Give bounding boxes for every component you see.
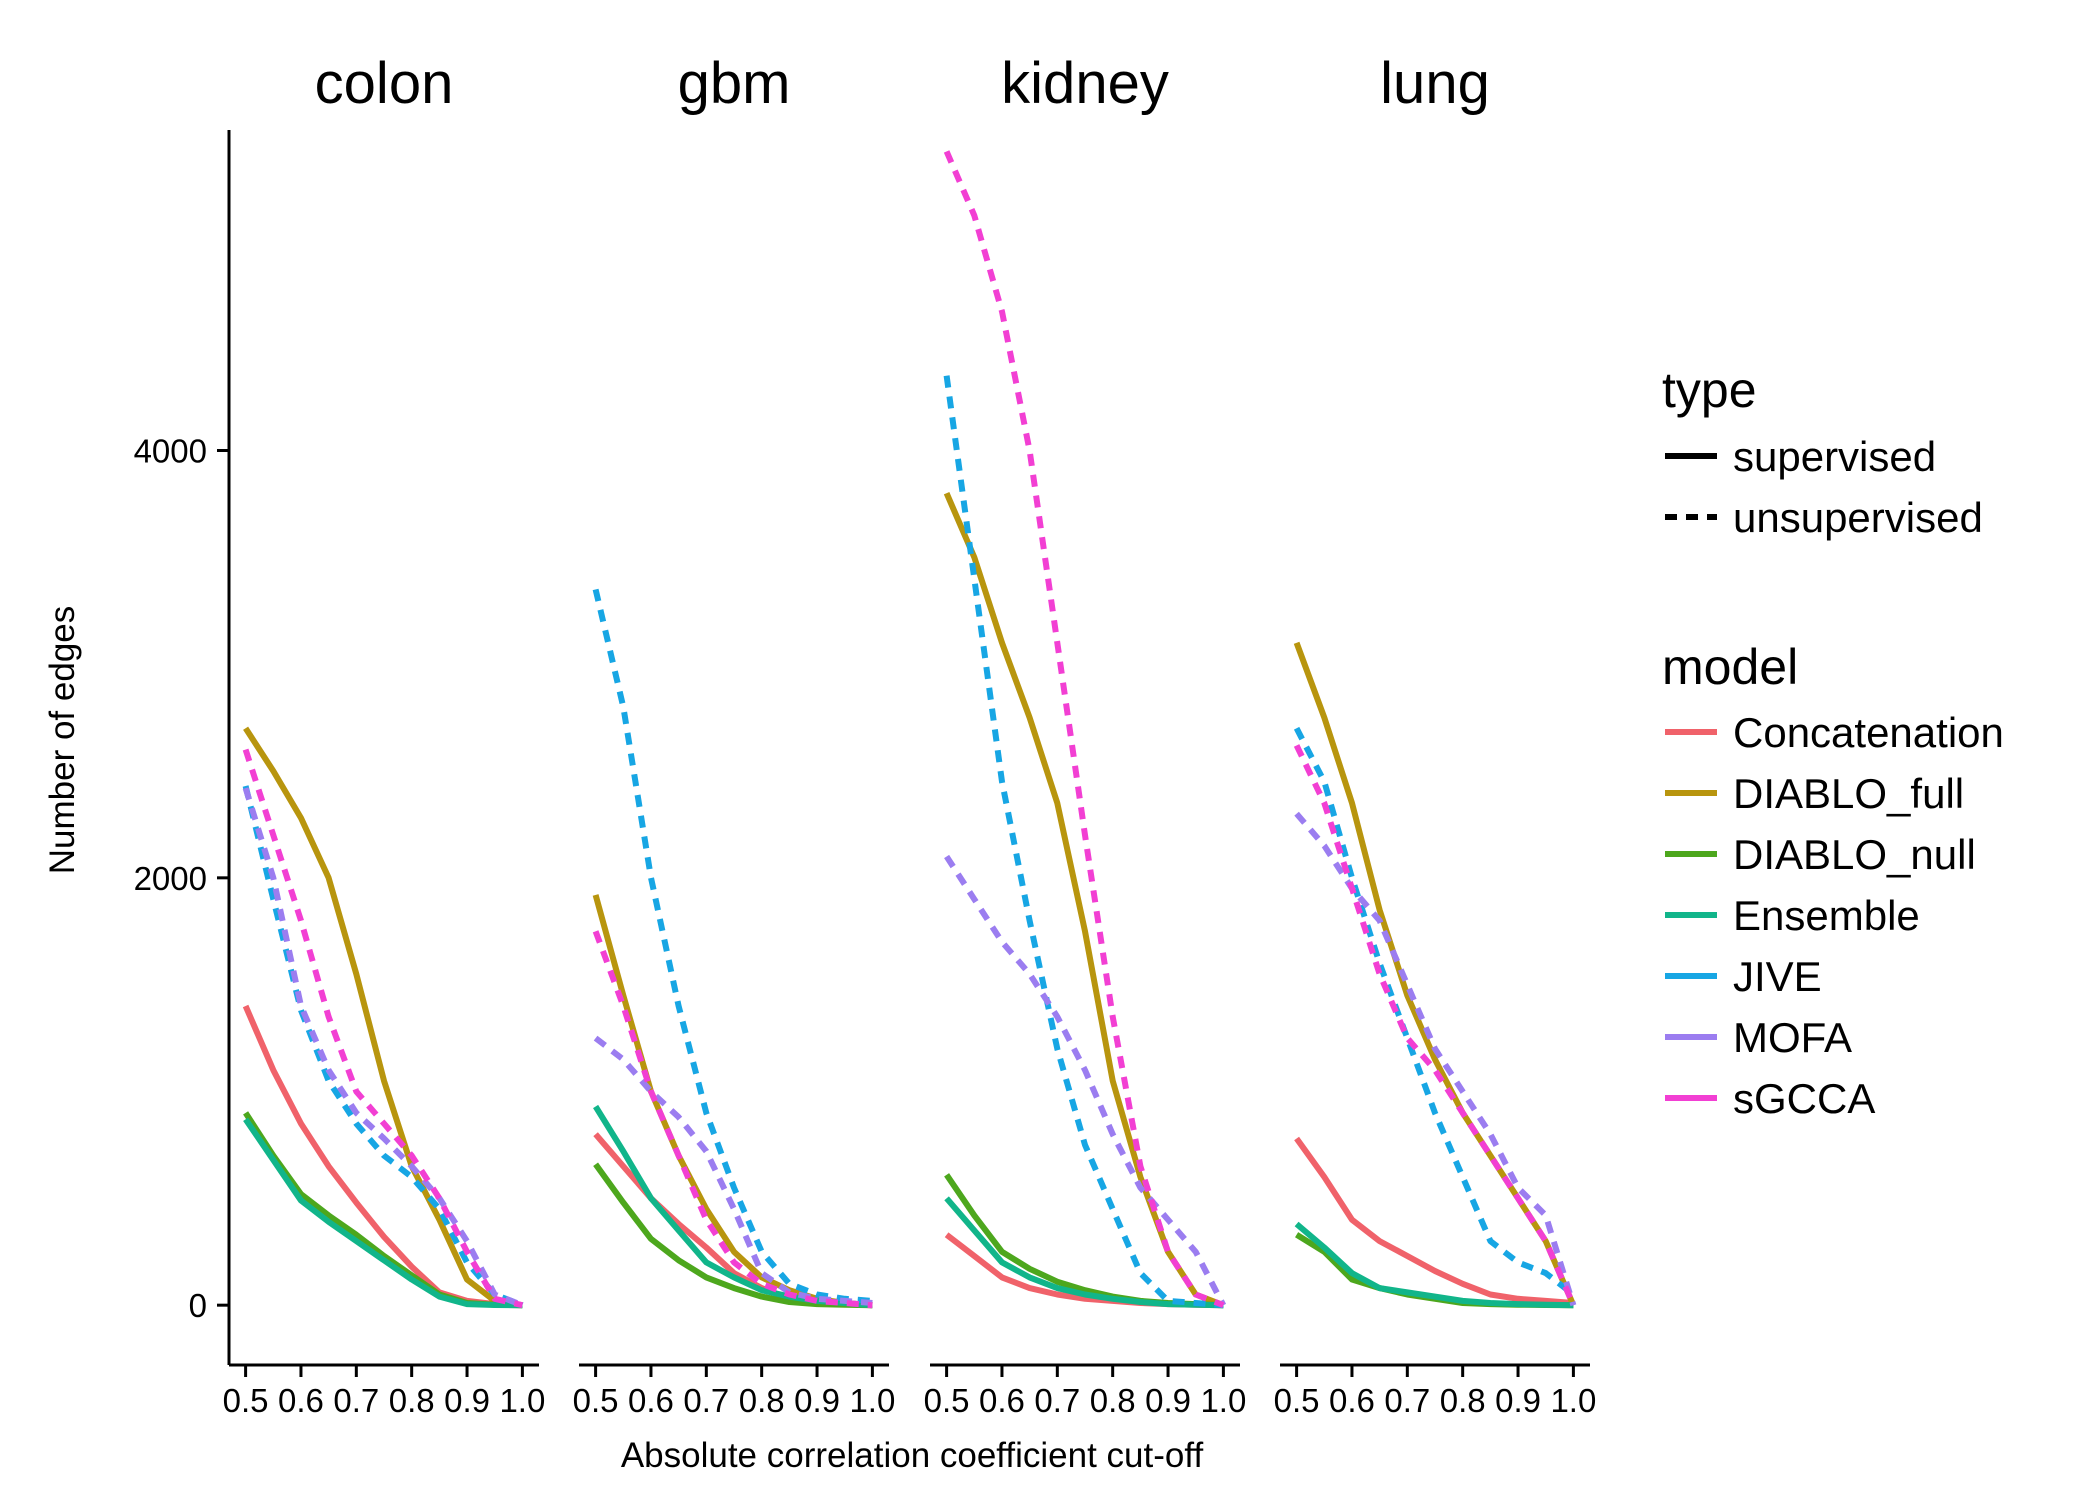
x-tick-label-colon-0.6: 0.6	[278, 1382, 324, 1419]
x-tick-label-gbm-0.5: 0.5	[573, 1382, 619, 1419]
axes: 0 2000 4000 Number of edges Absolute corre…	[43, 130, 1203, 1475]
y-axis-title: Number of edges	[43, 606, 82, 874]
legend-model-label-mofa: MOFA	[1733, 1014, 1852, 1061]
series-line-lung-concatenation	[1294, 1136, 1574, 1306]
legend-model: model Concatenation DIABLO_full DIABLO_nul…	[1662, 639, 2004, 1122]
facet-colon: colon 0.5 0.6 0.7 0.8 0.9 1.0	[223, 51, 546, 1419]
series-line-colon-diablo_full	[243, 726, 523, 1309]
x-tick-label-lung-0.9: 0.9	[1495, 1382, 1541, 1419]
x-tick-label-lung-1.0: 1.0	[1550, 1382, 1596, 1419]
series-line-kidney-jive	[943, 375, 1224, 1309]
x-tick-label-gbm-0.8: 0.8	[739, 1382, 785, 1419]
legend-model-label-ensemble: Ensemble	[1733, 892, 1920, 939]
x-tick-label-gbm-1.0: 1.0	[849, 1382, 895, 1419]
y-axis: 0 2000 4000	[134, 130, 231, 1365]
x-tick-label-colon-0.7: 0.7	[333, 1382, 379, 1419]
series-line-kidney-sgcca	[943, 150, 1225, 1308]
legend: type supervised unsupervised model Concat…	[1662, 362, 2004, 1122]
legend-type-label-unsupervised: unsupervised	[1733, 494, 1983, 541]
legend-model-label-diablo_null: DIABLO_null	[1733, 831, 1976, 878]
series-line-gbm-diablo_full	[592, 894, 873, 1309]
x-tick-label-kidney-0.6: 0.6	[979, 1382, 1025, 1419]
y-tick-label-2000: 2000	[134, 860, 207, 897]
legend-model-label-diablo_full: DIABLO_full	[1733, 770, 1964, 817]
facet-title-gbm: gbm	[678, 51, 791, 116]
facet-title-kidney: kidney	[1001, 51, 1169, 116]
x-tick-label-lung-0.6: 0.6	[1329, 1382, 1375, 1419]
series-line-lung-sgcca	[1293, 744, 1577, 1307]
x-tick-label-colon-1.0: 1.0	[499, 1382, 545, 1419]
legend-model-title: model	[1662, 639, 1798, 695]
series-line-lung-jive	[1293, 726, 1576, 1297]
facet-kidney: kidney 0.5 0.6 0.7 0.8 0.9 1.0	[924, 51, 1247, 1419]
x-tick-label-colon-0.8: 0.8	[389, 1382, 435, 1419]
x-tick-label-kidney-0.7: 0.7	[1034, 1382, 1080, 1419]
series-line-kidney-diablo_full	[943, 492, 1225, 1308]
x-tick-label-gbm-0.9: 0.9	[794, 1382, 840, 1419]
series-line-lung-mofa	[1294, 811, 1577, 1307]
x-tick-label-colon-0.9: 0.9	[444, 1382, 490, 1419]
x-tick-label-kidney-0.5: 0.5	[924, 1382, 970, 1419]
series-line-gbm-sgcca	[592, 930, 873, 1309]
legend-type: type supervised unsupervised	[1662, 362, 1983, 541]
series-line-gbm-jive	[592, 588, 873, 1304]
x-tick-label-kidney-0.8: 0.8	[1090, 1382, 1136, 1419]
legend-model-label-concatenation: Concatenation	[1733, 709, 2004, 756]
x-tick-label-colon-0.5: 0.5	[223, 1382, 269, 1419]
x-tick-label-lung-0.5: 0.5	[1274, 1382, 1320, 1419]
x-tick-label-gbm-0.7: 0.7	[683, 1382, 729, 1419]
y-tick-label-0: 0	[189, 1287, 207, 1324]
x-tick-label-gbm-0.6: 0.6	[628, 1382, 674, 1419]
series-line-lung-diablo_full	[1293, 641, 1577, 1307]
y-tick-label-4000: 4000	[134, 433, 207, 470]
legend-model-label-jive: JIVE	[1733, 953, 1822, 1000]
facet-gbm: gbm 0.5 0.6 0.7 0.8 0.9 1.0	[573, 51, 896, 1419]
facet-title-lung: lung	[1380, 51, 1490, 116]
series-line-colon-mofa	[242, 787, 524, 1308]
facet-title-colon: colon	[315, 51, 454, 116]
series-line-kidney-mofa	[944, 854, 1227, 1307]
legend-type-label-supervised: supervised	[1733, 433, 1936, 480]
x-tick-label-lung-0.8: 0.8	[1440, 1382, 1486, 1419]
legend-type-title: type	[1662, 362, 1757, 418]
facet-lung: lung 0.5 0.6 0.7 0.8 0.9 1.0	[1274, 51, 1597, 1419]
series-line-colon-ensemble	[243, 1117, 523, 1309]
x-axis-title: Absolute correlation coefficient cut-off	[621, 1436, 1204, 1475]
series-line-colon-sgcca	[242, 748, 524, 1309]
x-tick-label-kidney-0.9: 0.9	[1145, 1382, 1191, 1419]
series-line-colon-jive	[242, 785, 524, 1308]
legend-model-label-sgcca: sGCCA	[1733, 1075, 1875, 1122]
x-tick-label-lung-0.7: 0.7	[1384, 1382, 1430, 1419]
series-line-lung-ensemble	[1294, 1221, 1574, 1309]
x-tick-label-kidney-1.0: 1.0	[1200, 1382, 1246, 1419]
